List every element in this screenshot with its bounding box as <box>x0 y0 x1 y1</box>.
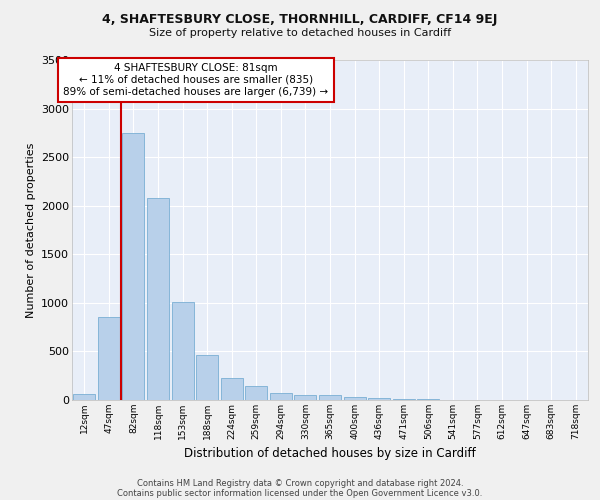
Bar <box>196 356 218 400</box>
Bar <box>73 394 95 400</box>
Bar <box>319 395 341 400</box>
X-axis label: Distribution of detached houses by size in Cardiff: Distribution of detached houses by size … <box>184 448 476 460</box>
Text: 4 SHAFTESBURY CLOSE: 81sqm
← 11% of detached houses are smaller (835)
89% of sem: 4 SHAFTESBURY CLOSE: 81sqm ← 11% of deta… <box>63 64 328 96</box>
Bar <box>344 397 365 400</box>
Text: 4, SHAFTESBURY CLOSE, THORNHILL, CARDIFF, CF14 9EJ: 4, SHAFTESBURY CLOSE, THORNHILL, CARDIFF… <box>103 12 497 26</box>
Bar <box>172 302 194 400</box>
Text: Contains public sector information licensed under the Open Government Licence v3: Contains public sector information licen… <box>118 488 482 498</box>
Text: Contains HM Land Registry data © Crown copyright and database right 2024.: Contains HM Land Registry data © Crown c… <box>137 478 463 488</box>
Bar <box>417 399 439 400</box>
Bar <box>270 393 292 400</box>
Bar <box>368 398 390 400</box>
Bar <box>147 198 169 400</box>
Bar <box>392 399 415 400</box>
Bar <box>221 378 243 400</box>
Bar <box>295 394 316 400</box>
Bar <box>98 318 120 400</box>
Text: Size of property relative to detached houses in Cardiff: Size of property relative to detached ho… <box>149 28 451 38</box>
Y-axis label: Number of detached properties: Number of detached properties <box>26 142 35 318</box>
Bar <box>122 133 145 400</box>
Bar <box>245 386 268 400</box>
